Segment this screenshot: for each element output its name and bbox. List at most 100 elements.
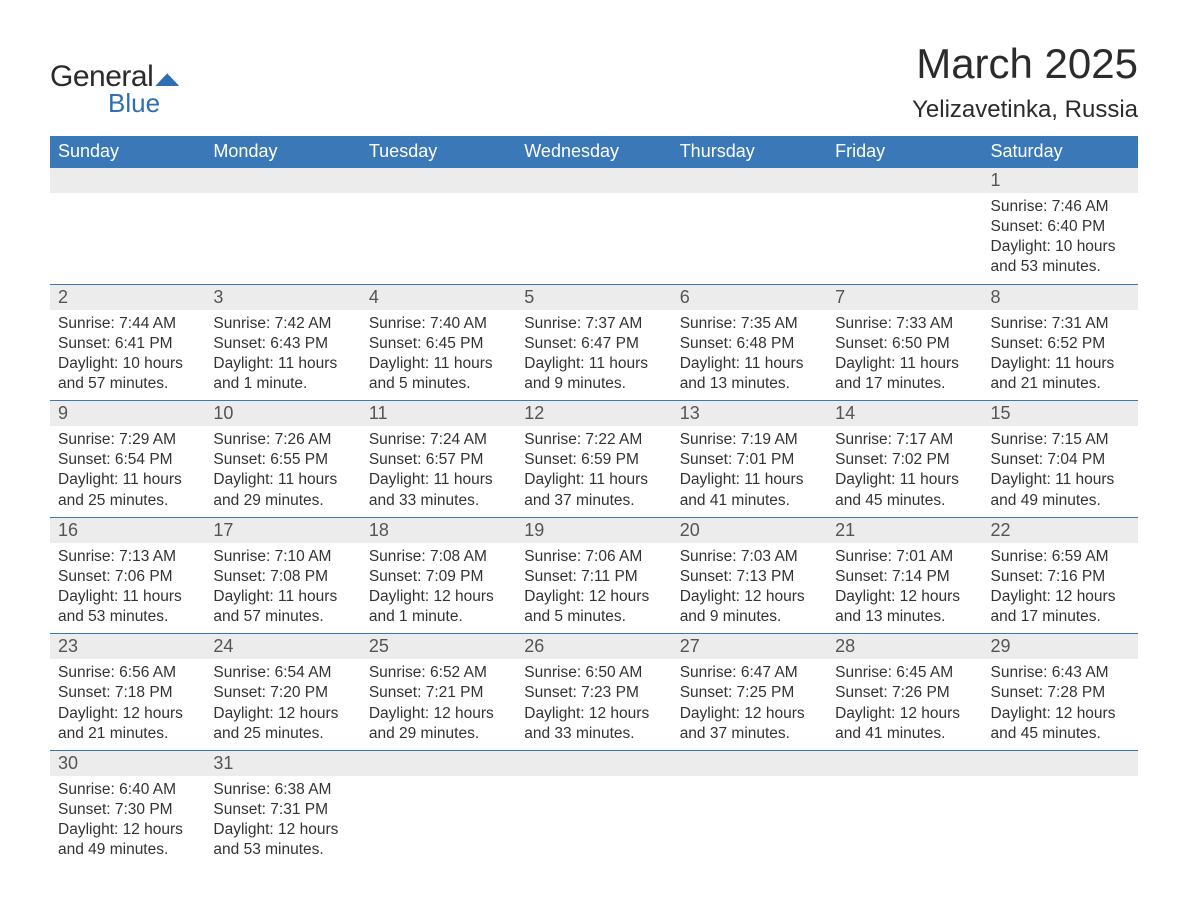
day-content: Sunrise: 7:33 AMSunset: 6:50 PMDaylight:…	[827, 310, 982, 401]
day-number: 6	[672, 285, 827, 310]
day-sunrise-line: Sunrise: 7:03 AM	[680, 547, 819, 567]
day-content: Sunrise: 6:50 AMSunset: 7:23 PMDaylight:…	[516, 659, 671, 750]
day-sunset-line: Sunset: 7:04 PM	[991, 450, 1130, 470]
day-day1-line: Daylight: 11 hours	[213, 354, 352, 374]
day-day1-line: Daylight: 11 hours	[58, 587, 197, 607]
day-day2-line: and 37 minutes.	[680, 724, 819, 744]
day-day2-line: and 17 minutes.	[835, 374, 974, 394]
day-number: 5	[516, 285, 671, 310]
day-content	[205, 193, 360, 273]
day-day2-line: and 41 minutes.	[680, 491, 819, 511]
day-sunrise-line: Sunrise: 7:33 AM	[835, 314, 974, 334]
day-sunrise-line: Sunrise: 6:54 AM	[213, 663, 352, 683]
day-day1-line: Daylight: 12 hours	[835, 587, 974, 607]
day-sunrise-line: Sunrise: 7:10 AM	[213, 547, 352, 567]
day-content	[361, 776, 516, 786]
day-number	[361, 168, 516, 193]
calendar-day-cell: 13Sunrise: 7:19 AMSunset: 7:01 PMDayligh…	[672, 401, 827, 518]
day-day2-line: and 13 minutes.	[680, 374, 819, 394]
calendar-week-row: 23Sunrise: 6:56 AMSunset: 7:18 PMDayligh…	[50, 634, 1138, 751]
day-sunset-line: Sunset: 7:14 PM	[835, 567, 974, 587]
day-content	[827, 776, 982, 786]
day-number	[361, 751, 516, 776]
day-day2-line: and 1 minute.	[369, 607, 508, 627]
day-content	[516, 776, 671, 786]
calendar-day-cell: 8Sunrise: 7:31 AMSunset: 6:52 PMDaylight…	[983, 284, 1138, 401]
day-sunrise-line: Sunrise: 7:22 AM	[524, 430, 663, 450]
day-day2-line: and 45 minutes.	[991, 724, 1130, 744]
day-day1-line: Daylight: 11 hours	[213, 587, 352, 607]
day-sunrise-line: Sunrise: 6:45 AM	[835, 663, 974, 683]
day-content: Sunrise: 6:38 AMSunset: 7:31 PMDaylight:…	[205, 776, 360, 867]
day-content: Sunrise: 7:42 AMSunset: 6:43 PMDaylight:…	[205, 310, 360, 401]
day-header: Monday	[205, 136, 360, 168]
logo-mark-icon	[155, 68, 179, 86]
day-content	[827, 193, 982, 273]
day-day2-line: and 53 minutes.	[213, 840, 352, 860]
calendar-day-cell: 11Sunrise: 7:24 AMSunset: 6:57 PMDayligh…	[361, 401, 516, 518]
day-sunset-line: Sunset: 7:02 PM	[835, 450, 974, 470]
logo: General Blue	[50, 60, 179, 119]
calendar-day-cell: 22Sunrise: 6:59 AMSunset: 7:16 PMDayligh…	[983, 517, 1138, 634]
day-day2-line: and 49 minutes.	[991, 491, 1130, 511]
day-sunrise-line: Sunrise: 7:19 AM	[680, 430, 819, 450]
day-number	[827, 168, 982, 193]
day-day1-line: Daylight: 11 hours	[835, 470, 974, 490]
calendar-day-cell	[983, 750, 1138, 866]
day-content: Sunrise: 7:17 AMSunset: 7:02 PMDaylight:…	[827, 426, 982, 517]
day-day2-line: and 21 minutes.	[58, 724, 197, 744]
day-day2-line: and 5 minutes.	[524, 607, 663, 627]
day-day1-line: Daylight: 12 hours	[524, 587, 663, 607]
day-day1-line: Daylight: 10 hours	[991, 237, 1130, 257]
day-sunrise-line: Sunrise: 7:29 AM	[58, 430, 197, 450]
day-number: 17	[205, 518, 360, 543]
calendar-day-cell: 21Sunrise: 7:01 AMSunset: 7:14 PMDayligh…	[827, 517, 982, 634]
day-day2-line: and 29 minutes.	[369, 724, 508, 744]
day-number: 23	[50, 634, 205, 659]
day-number: 13	[672, 401, 827, 426]
day-number: 11	[361, 401, 516, 426]
day-number: 7	[827, 285, 982, 310]
day-number: 4	[361, 285, 516, 310]
day-sunset-line: Sunset: 6:47 PM	[524, 334, 663, 354]
calendar-header-row: SundayMondayTuesdayWednesdayThursdayFrid…	[50, 136, 1138, 168]
day-sunrise-line: Sunrise: 7:26 AM	[213, 430, 352, 450]
day-number: 26	[516, 634, 671, 659]
day-sunset-line: Sunset: 7:11 PM	[524, 567, 663, 587]
calendar-day-cell: 5Sunrise: 7:37 AMSunset: 6:47 PMDaylight…	[516, 284, 671, 401]
calendar-week-row: 16Sunrise: 7:13 AMSunset: 7:06 PMDayligh…	[50, 517, 1138, 634]
day-content: Sunrise: 7:15 AMSunset: 7:04 PMDaylight:…	[983, 426, 1138, 517]
day-day1-line: Daylight: 11 hours	[524, 354, 663, 374]
day-number: 3	[205, 285, 360, 310]
calendar-day-cell: 25Sunrise: 6:52 AMSunset: 7:21 PMDayligh…	[361, 634, 516, 751]
calendar-day-cell: 29Sunrise: 6:43 AMSunset: 7:28 PMDayligh…	[983, 634, 1138, 751]
day-day1-line: Daylight: 11 hours	[369, 470, 508, 490]
day-content	[361, 193, 516, 273]
day-header: Thursday	[672, 136, 827, 168]
day-day1-line: Daylight: 12 hours	[680, 704, 819, 724]
day-sunset-line: Sunset: 6:52 PM	[991, 334, 1130, 354]
day-day2-line: and 17 minutes.	[991, 607, 1130, 627]
day-header: Sunday	[50, 136, 205, 168]
day-day1-line: Daylight: 11 hours	[680, 354, 819, 374]
day-content	[50, 193, 205, 273]
day-number	[205, 168, 360, 193]
day-day2-line: and 13 minutes.	[835, 607, 974, 627]
calendar-day-cell: 19Sunrise: 7:06 AMSunset: 7:11 PMDayligh…	[516, 517, 671, 634]
day-content: Sunrise: 7:44 AMSunset: 6:41 PMDaylight:…	[50, 310, 205, 401]
day-day2-line: and 33 minutes.	[369, 491, 508, 511]
day-sunset-line: Sunset: 7:31 PM	[213, 800, 352, 820]
calendar-day-cell: 31Sunrise: 6:38 AMSunset: 7:31 PMDayligh…	[205, 750, 360, 866]
day-sunset-line: Sunset: 6:43 PM	[213, 334, 352, 354]
calendar-table: SundayMondayTuesdayWednesdayThursdayFrid…	[50, 136, 1138, 866]
day-content: Sunrise: 7:06 AMSunset: 7:11 PMDaylight:…	[516, 543, 671, 634]
day-day2-line: and 45 minutes.	[835, 491, 974, 511]
day-day1-line: Daylight: 11 hours	[991, 470, 1130, 490]
day-sunset-line: Sunset: 7:09 PM	[369, 567, 508, 587]
day-day2-line: and 57 minutes.	[58, 374, 197, 394]
day-sunset-line: Sunset: 7:23 PM	[524, 683, 663, 703]
calendar-day-cell	[672, 750, 827, 866]
calendar-day-cell: 27Sunrise: 6:47 AMSunset: 7:25 PMDayligh…	[672, 634, 827, 751]
day-content: Sunrise: 6:47 AMSunset: 7:25 PMDaylight:…	[672, 659, 827, 750]
day-sunrise-line: Sunrise: 7:08 AM	[369, 547, 508, 567]
